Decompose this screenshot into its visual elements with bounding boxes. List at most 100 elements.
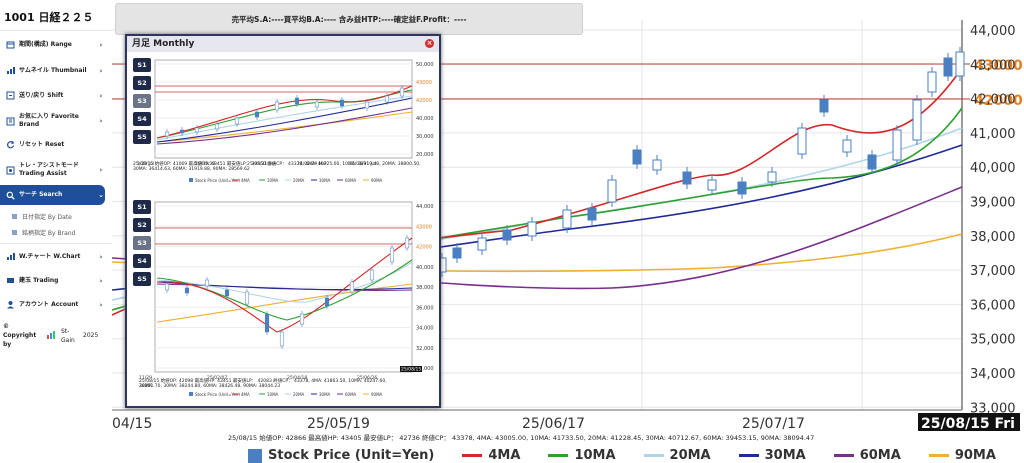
date-tick-label: 25/06/26 [357, 375, 377, 381]
candle-body [955, 51, 965, 77]
close-icon[interactable]: × [425, 39, 434, 48]
sidebar-item-trading-assist[interactable]: トレ・アシストモード Trading Assist › [0, 160, 105, 180]
candle-body [294, 97, 300, 105]
sidebar-item-favorite[interactable]: お気に入り Favorite Brand › [0, 112, 105, 130]
candle-body [767, 171, 777, 183]
candle-body [164, 283, 170, 291]
price-tick-label: 44,000 [970, 24, 1016, 39]
s4-button[interactable]: S4 [133, 112, 151, 126]
legend-label: 60MA [345, 392, 357, 397]
ma60-line [156, 107, 413, 145]
candle-body [264, 313, 270, 333]
s3-button[interactable]: S3 [133, 94, 151, 108]
mini-plot-frame [154, 59, 413, 159]
price-tick-label: 44,000 [416, 204, 434, 210]
price-tick-label: 34,000 [970, 367, 1016, 382]
legend-label: 20MA [293, 178, 305, 183]
candlesticks [437, 47, 965, 277]
s3-button[interactable]: S3 [133, 236, 151, 250]
bullet-icon [12, 230, 17, 235]
level-label: 42000 [974, 93, 1023, 109]
candle-body [452, 247, 462, 259]
candle-body [737, 181, 747, 195]
price-tick-label: 38,000 [416, 285, 434, 291]
position-summary-bar: 売平均S.A:----買平均B.A:---- 含み益HTP:----確定益F.P… [115, 3, 583, 35]
candle-body [477, 237, 487, 251]
price-tick-label: 40,000 [416, 116, 434, 122]
sidebar-item-thumbnail[interactable]: サムネイル Thumbnail › [0, 66, 105, 75]
popup-title-bar[interactable]: 月足 Monthly × [127, 36, 439, 52]
price-axis: 44,000 43,000 42,000 41,000 40,000 39,000 38,0… [970, 24, 1016, 416]
legend-label: 10MA [267, 392, 279, 397]
monthly-chart: 50,000 43000 42000 40,000 30,000 20,000 1/29 J… [137, 59, 434, 183]
date-tick-label: 04/15 [112, 416, 152, 432]
s2-button[interactable]: S2 [133, 76, 151, 90]
date-tick-label: 20/05/29 [195, 161, 215, 167]
price-tick-label: 36,000 [970, 298, 1016, 313]
legend-label: 10MA [574, 448, 616, 463]
s5-button[interactable]: S5 [133, 130, 151, 144]
candle-body [912, 99, 922, 141]
price-tick-label: 30,000 [416, 366, 434, 372]
legend-label: Stock Price (Unit=Yen) [195, 392, 240, 397]
ma90-line [156, 283, 413, 323]
level-label: 43000 [974, 58, 1023, 74]
summary-text: 売平均S.A:----買平均B.A:---- 含み益HTP:----確定益F.P… [231, 15, 467, 24]
divider [0, 30, 112, 31]
candle-body [234, 117, 240, 125]
sidebar-item-label: リセット Reset [19, 140, 65, 148]
legend-swatch [548, 454, 569, 457]
copyright-brand: St-Gain [61, 327, 75, 344]
sidebar-item-search[interactable]: サーチ Search ⌄ [0, 185, 105, 205]
reset-icon [6, 140, 15, 149]
s1-button[interactable]: S1 [133, 200, 151, 214]
legend-swatch [928, 454, 949, 457]
legend-swatch [643, 454, 664, 457]
candle-body [244, 291, 250, 305]
legend-label: 30MA [319, 178, 331, 183]
date-tick-label: 25/07/17 [742, 416, 805, 432]
legend-label: 20MA [293, 392, 305, 397]
sidebar-item-shift[interactable]: 送り/戻り Shift › [0, 91, 105, 100]
legend-label: 90MA [371, 178, 383, 183]
sidebar-item-account[interactable]: アカウント Account › [0, 300, 105, 309]
legend-label: 90MA [371, 392, 383, 397]
favorite-icon [6, 117, 15, 126]
submenu-by-date[interactable]: 日付指定 By Date [12, 212, 72, 221]
candle-body [527, 221, 537, 237]
candle-body [943, 57, 953, 77]
submenu-by-brand[interactable]: 銘柄指定 By Brand [12, 228, 75, 237]
chevron-right-icon: › [99, 91, 103, 100]
monthly-popup[interactable]: 月足 Monthly × 50,000 43000 42000 40,000 30,00… [125, 34, 441, 408]
price-tick-label: 37,000 [970, 264, 1016, 279]
sidebar-item-trading[interactable]: 建玉 Trading › [0, 276, 105, 285]
sidebar: 1001 日経２２５ 期間(構成) Range › サムネイル Thumbnai… [0, 0, 112, 463]
popup-charts[interactable]: 50,000 43000 42000 40,000 30,000 20,000 1/29 J… [127, 52, 439, 406]
s5-button[interactable]: S5 [133, 272, 151, 286]
price-tick-label: 43000 [416, 224, 432, 230]
candle-body [797, 127, 807, 155]
chevron-right-icon: › [99, 66, 103, 75]
price-tick-label: 42000 [416, 245, 432, 251]
s2-button[interactable]: S2 [133, 218, 151, 232]
submenu-label: 銘柄指定 By Brand [22, 230, 76, 237]
current-date-box [400, 366, 422, 372]
price-tick-label: 38,000 [970, 230, 1016, 245]
price-tick-label: 41,000 [970, 127, 1016, 142]
sidebar-item-reset[interactable]: リセット Reset [0, 140, 105, 149]
legend-swatch [833, 454, 854, 457]
price-tick-label: 43000 [416, 80, 432, 86]
legend-item: 30MA [738, 448, 806, 463]
sidebar-item-wchart[interactable]: W.チャート W.Chart › [0, 252, 105, 261]
candle-body [632, 149, 642, 165]
candle-body [204, 279, 210, 287]
candle-body [274, 101, 280, 111]
stgain-logo-icon [47, 330, 57, 341]
s1-button[interactable]: S1 [133, 58, 151, 72]
chevron-right-icon: › [99, 276, 103, 285]
s4-button[interactable]: S4 [133, 254, 151, 268]
date-tick-label: 11/29 [139, 375, 152, 381]
price-tick-label: 42,000 [970, 93, 1016, 108]
current-date-label: 25/08/15 [401, 367, 421, 373]
sidebar-item-range[interactable]: 期間(構成) Range › [0, 40, 105, 49]
